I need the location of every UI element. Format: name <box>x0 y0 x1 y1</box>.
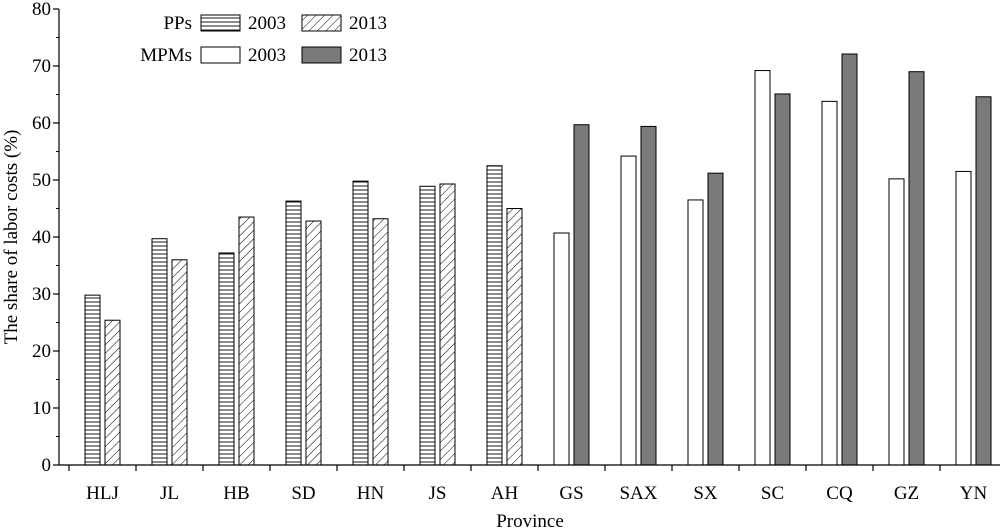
bar-sd-pps-2013 <box>305 220 322 466</box>
x-tick-label: HLJ <box>86 483 119 504</box>
legend-entry-label: 2003 <box>248 45 286 66</box>
x-axis-title: Province <box>496 511 564 531</box>
y-tick-label: 30 <box>32 284 51 305</box>
bar-yn-mpms-2013 <box>975 96 992 466</box>
y-tick-label: 10 <box>32 398 51 419</box>
x-tick-label: JS <box>429 483 447 504</box>
y-tick-label: 50 <box>32 170 51 191</box>
x-tick-label: AH <box>491 483 519 504</box>
bar-sc-mpms-2013 <box>774 93 791 466</box>
bar-sd-pps-2003 <box>285 200 302 466</box>
bar-cq-mpms-2003 <box>821 100 838 466</box>
bar-ah-pps-2013 <box>506 208 523 466</box>
bar-js-pps-2003 <box>419 185 436 466</box>
x-tick-label: SX <box>693 483 718 504</box>
bar-gs-mpms-2003 <box>553 232 570 466</box>
x-tick-label: GZ <box>894 483 919 504</box>
y-tick-label: 20 <box>32 341 51 362</box>
bar-hb-pps-2003 <box>218 252 235 466</box>
bar-hb-pps-2013 <box>238 216 255 466</box>
x-tick-label: GS <box>559 483 583 504</box>
legend-swatch-mpms-2013 <box>301 46 342 64</box>
legend-entry-label: 2003 <box>248 13 286 34</box>
bar-hlj-pps-2013 <box>104 319 121 466</box>
legend-entry-label: 2013 <box>349 13 387 34</box>
x-tick-label: YN <box>960 483 988 504</box>
bar-hlj-pps-2003 <box>84 294 101 466</box>
bar-jl-pps-2013 <box>171 259 188 466</box>
bar-js-pps-2013 <box>439 183 456 466</box>
y-tick-label: 0 <box>42 455 52 476</box>
bar-sax-mpms-2003 <box>620 155 637 466</box>
bar-sax-mpms-2013 <box>640 125 657 466</box>
bar-gz-mpms-2003 <box>888 178 905 466</box>
bar-yn-mpms-2003 <box>955 170 972 466</box>
x-tick-label: SD <box>291 483 315 504</box>
y-axis-title: The share of labor costs (%) <box>1 130 22 345</box>
x-tick-label: JL <box>160 483 179 504</box>
x-tick-label: SAX <box>619 483 657 504</box>
x-tick-label: HN <box>357 483 385 504</box>
legend-entry-label: 2013 <box>349 45 387 66</box>
bar-gz-mpms-2013 <box>908 71 925 466</box>
x-tick-label: SC <box>761 483 784 504</box>
legend-swatch-pps-2003 <box>200 14 241 32</box>
bar-sc-mpms-2003 <box>754 70 771 466</box>
x-tick-label: CQ <box>826 483 853 504</box>
legend-group-label: PPs <box>163 13 192 34</box>
x-tick-label: HB <box>223 483 249 504</box>
legend-swatch-mpms-2003 <box>200 46 241 64</box>
bar-gs-mpms-2013 <box>573 124 590 466</box>
legend-group-label: MPMs <box>140 45 192 66</box>
bar-ah-pps-2003 <box>486 165 503 466</box>
bar-sx-mpms-2003 <box>687 199 704 466</box>
x-axis-ticks: HLJ JL HB SD HN JS AH GS SAX SX SC CQ GZ YN <box>68 465 988 504</box>
plot-area <box>58 9 1000 466</box>
legend-swatch-pps-2013 <box>301 14 342 32</box>
bar-cq-mpms-2013 <box>841 53 858 466</box>
y-tick-label: 40 <box>32 227 51 248</box>
bar-sx-mpms-2013 <box>707 172 724 466</box>
bar-hn-pps-2003 <box>352 180 369 466</box>
y-tick-label: 60 <box>32 113 51 134</box>
y-axis-ticks: 0 10 20 30 40 50 60 70 80 <box>32 0 59 476</box>
y-tick-label: 70 <box>32 56 51 77</box>
y-tick-label: 80 <box>32 0 51 20</box>
legend: PPs 2003 2013 MPMs 2003 2013 <box>140 13 387 66</box>
bar-hn-pps-2013 <box>372 218 389 466</box>
bar-jl-pps-2003 <box>151 238 168 466</box>
